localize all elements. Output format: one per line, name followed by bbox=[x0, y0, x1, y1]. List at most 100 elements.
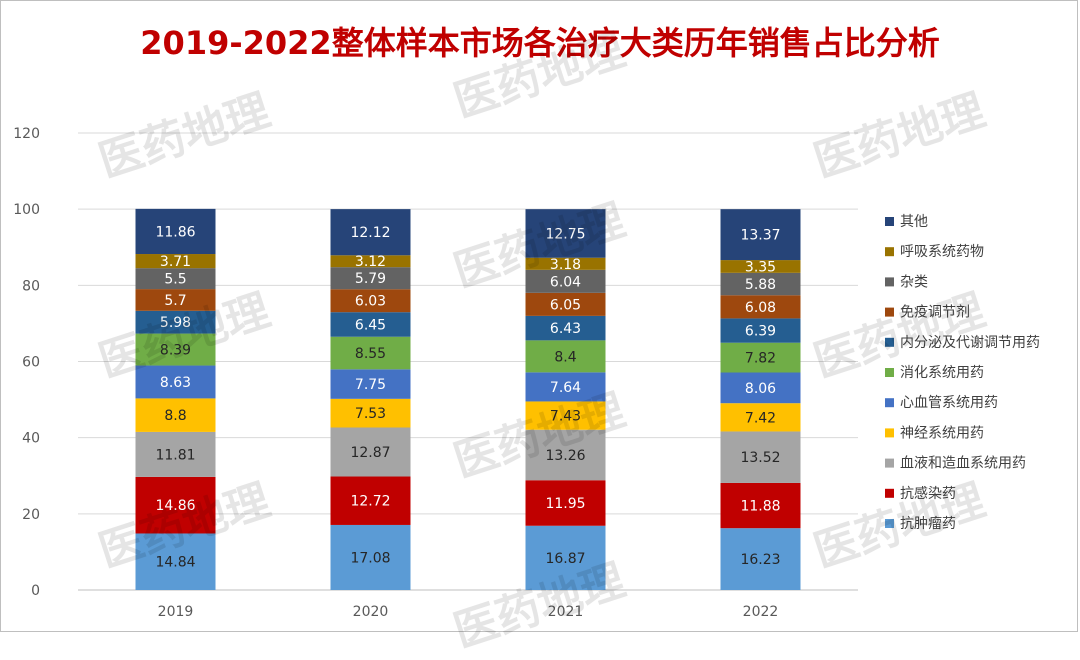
bar-segment bbox=[525, 525, 606, 590]
data-label: 8.8 bbox=[164, 408, 186, 424]
legend-swatch bbox=[885, 337, 894, 347]
data-label: 14.84 bbox=[155, 555, 195, 571]
bar-segment bbox=[720, 260, 801, 273]
bar-segment bbox=[525, 315, 606, 341]
data-label: 8.4 bbox=[554, 349, 576, 365]
bar-segment bbox=[135, 254, 216, 269]
data-label: 7.75 bbox=[355, 377, 386, 393]
legend-label: 内分泌及代谢调节用药 bbox=[900, 335, 1040, 351]
legend-swatch bbox=[885, 458, 894, 468]
data-label: 6.45 bbox=[355, 317, 386, 333]
bar-segment bbox=[720, 295, 801, 319]
legend-swatch bbox=[885, 519, 894, 528]
data-label: 12.87 bbox=[350, 445, 390, 461]
data-label: 8.63 bbox=[160, 375, 191, 391]
legend-swatch bbox=[885, 217, 894, 226]
data-label: 3.18 bbox=[550, 257, 581, 273]
bar-segment bbox=[135, 398, 216, 432]
bar-segment bbox=[135, 533, 216, 590]
data-label: 8.39 bbox=[160, 343, 191, 359]
x-tick-label: 2020 bbox=[353, 604, 389, 620]
data-label: 5.7 bbox=[164, 293, 186, 309]
bar-segment bbox=[720, 272, 801, 296]
legend-swatch bbox=[885, 428, 894, 438]
bar-segment bbox=[525, 372, 606, 402]
data-label: 5.88 bbox=[745, 277, 776, 293]
bar-segment bbox=[525, 209, 606, 258]
y-tick-label: 20 bbox=[22, 507, 40, 523]
bar-segment bbox=[135, 289, 216, 311]
chart-title: 2019-2022整体样本市场各治疗大类历年销售占比分析 bbox=[140, 24, 940, 62]
bar-segment bbox=[525, 429, 606, 481]
data-label: 13.37 bbox=[740, 228, 780, 244]
bar-segment bbox=[330, 369, 411, 399]
bar-segment bbox=[525, 292, 606, 316]
data-label: 12.72 bbox=[350, 494, 390, 510]
y-tick-label: 0 bbox=[31, 583, 40, 599]
bar-segment bbox=[135, 310, 216, 334]
y-tick-label: 40 bbox=[22, 431, 40, 447]
bar-segment bbox=[330, 209, 411, 256]
legend-label: 呼吸系统药物 bbox=[900, 244, 984, 260]
bar-segment bbox=[330, 524, 411, 590]
bar-segment bbox=[720, 528, 801, 590]
legend-label: 神经系统用药 bbox=[900, 425, 984, 441]
data-label: 6.39 bbox=[745, 324, 776, 340]
bar-segment bbox=[330, 267, 411, 290]
data-label: 14.86 bbox=[155, 498, 195, 514]
data-label: 7.43 bbox=[550, 409, 581, 425]
data-label: 7.42 bbox=[745, 410, 776, 426]
data-label: 13.26 bbox=[545, 448, 585, 464]
data-label: 11.95 bbox=[545, 496, 585, 512]
legend-swatch bbox=[885, 368, 894, 377]
data-label: 7.64 bbox=[550, 380, 581, 396]
bar-segment bbox=[330, 427, 411, 477]
data-label: 5.5 bbox=[164, 272, 186, 288]
bar-segment bbox=[720, 403, 801, 432]
bar-segment bbox=[525, 340, 606, 373]
y-tick-label: 80 bbox=[22, 278, 40, 294]
bar-segment bbox=[135, 268, 216, 290]
data-label: 6.05 bbox=[550, 297, 581, 313]
data-label: 6.43 bbox=[550, 321, 581, 337]
data-label: 7.82 bbox=[745, 351, 776, 367]
legend-label: 抗感染药 bbox=[900, 485, 956, 502]
bar-segment bbox=[135, 208, 216, 255]
data-label: 3.71 bbox=[160, 254, 191, 270]
bars bbox=[135, 208, 801, 590]
bar-segment bbox=[720, 482, 801, 529]
data-label: 8.55 bbox=[355, 346, 386, 362]
y-tick-label: 120 bbox=[13, 126, 40, 142]
bar-segment bbox=[135, 476, 216, 534]
legend-label: 免疫调节剂 bbox=[900, 305, 970, 321]
x-tick-label: 2022 bbox=[743, 604, 779, 620]
data-label: 3.35 bbox=[745, 259, 776, 275]
data-label: 6.08 bbox=[745, 300, 776, 316]
legend-label: 血液和造血系统用药 bbox=[900, 456, 1026, 472]
y-tick-label: 60 bbox=[22, 355, 40, 371]
data-label: 6.03 bbox=[355, 294, 386, 310]
legend-swatch bbox=[885, 307, 894, 317]
bar-segment bbox=[720, 318, 801, 343]
data-label: 11.88 bbox=[740, 499, 780, 515]
data-label: 11.81 bbox=[155, 447, 195, 463]
data-label: 6.04 bbox=[550, 274, 581, 290]
data-label: 3.12 bbox=[355, 254, 386, 270]
data-label: 8.06 bbox=[745, 381, 776, 397]
data-label: 13.52 bbox=[740, 450, 780, 466]
x-tick-label: 2019 bbox=[158, 604, 194, 620]
bar-segment bbox=[135, 365, 216, 399]
data-label: 11.86 bbox=[155, 224, 195, 240]
bar-segment bbox=[330, 312, 411, 337]
data-label: 16.87 bbox=[545, 551, 585, 567]
bar-segment bbox=[330, 398, 411, 428]
legend: 其他呼吸系统药物杂类免疫调节剂内分泌及代谢调节用药消化系统用药心血管系统用药神经… bbox=[885, 214, 1040, 532]
data-label: 5.79 bbox=[355, 271, 386, 287]
x-tick-label: 2021 bbox=[548, 604, 584, 620]
data-label: 12.12 bbox=[350, 225, 390, 241]
legend-swatch bbox=[885, 277, 894, 287]
bar-segment bbox=[525, 257, 606, 270]
data-label: 16.23 bbox=[740, 552, 780, 568]
bar-segment bbox=[330, 476, 411, 525]
bar-segment bbox=[720, 431, 801, 483]
